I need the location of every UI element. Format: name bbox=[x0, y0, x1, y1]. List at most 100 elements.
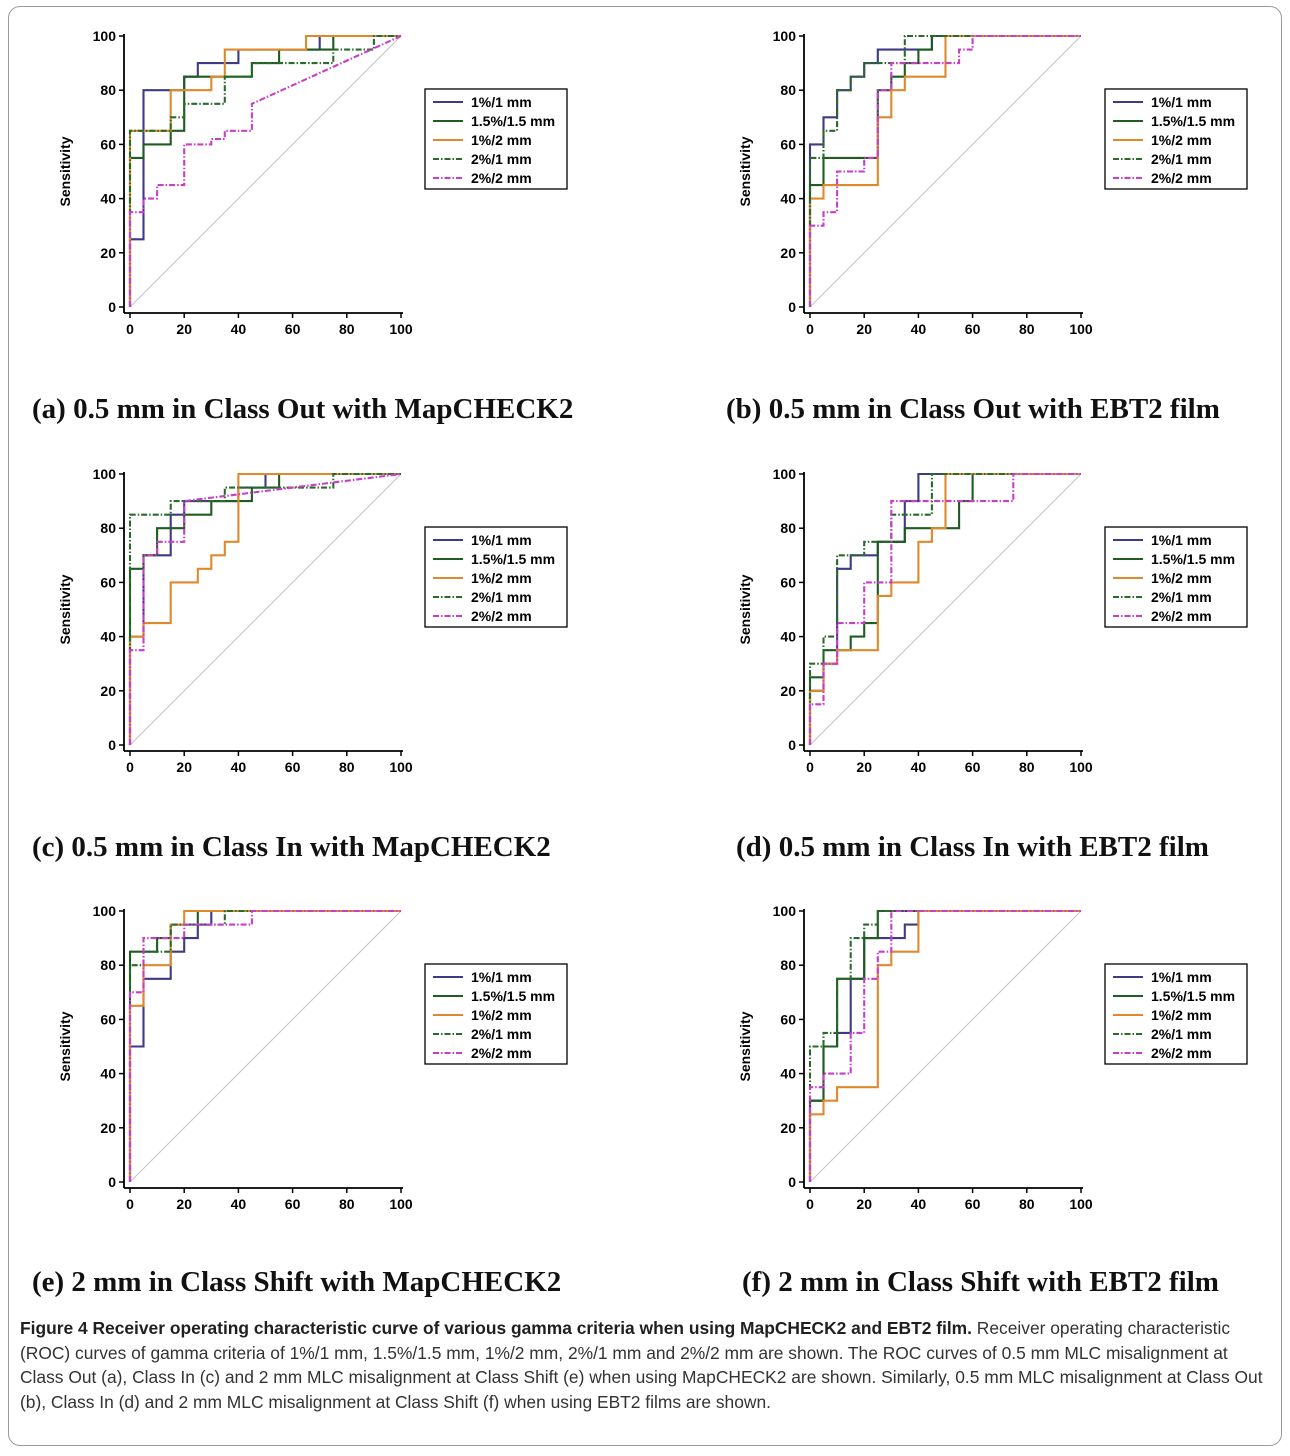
roc-series-line bbox=[808, 909, 1081, 1182]
roc-series-line bbox=[808, 34, 1081, 307]
x-tick-label: 80 bbox=[339, 759, 355, 775]
roc-series-line bbox=[128, 472, 402, 745]
roc-panel-e: 020406080100020406080100100-SpecificityS… bbox=[40, 887, 640, 1217]
x-tick-label: 40 bbox=[911, 1196, 927, 1212]
legend-label: 1%/1 mm bbox=[1151, 532, 1212, 548]
y-tick-label: 60 bbox=[100, 1011, 116, 1027]
panel-caption-f: (f) 2 mm in Class Shift with EBT2 film bbox=[742, 1266, 1219, 1298]
reference-diagonal-line bbox=[809, 35, 1082, 308]
y-tick-label: 0 bbox=[788, 1174, 796, 1190]
figure-caption-body: Receiver operating characteristic (ROC) … bbox=[20, 1318, 1263, 1412]
y-tick-label: 0 bbox=[108, 737, 116, 753]
y-tick-label: 20 bbox=[100, 683, 116, 699]
x-tick-label: 60 bbox=[285, 759, 301, 775]
x-tick-label: 100 bbox=[389, 759, 413, 775]
panel-caption-a: (a) 0.5 mm in Class Out with MapCHECK2 bbox=[32, 393, 574, 425]
legend-label: 2%/1 mm bbox=[1151, 1026, 1212, 1042]
x-tick-label: 60 bbox=[965, 759, 981, 775]
roc-panel-f: 020406080100020406080100100-SpecificityS… bbox=[720, 887, 1290, 1217]
y-tick-label: 100 bbox=[93, 903, 117, 919]
x-tick-label: 80 bbox=[1019, 321, 1035, 337]
y-tick-label: 60 bbox=[780, 1011, 796, 1027]
y-tick-label: 20 bbox=[100, 1120, 116, 1136]
legend-label: 1%/1 mm bbox=[471, 532, 532, 548]
legend-label: 1%/1 mm bbox=[471, 969, 532, 985]
x-tick-label: 0 bbox=[806, 759, 814, 775]
roc-series-line bbox=[808, 472, 1081, 745]
y-axis-label: Sensitivity bbox=[737, 136, 753, 206]
legend-label: 2%/2 mm bbox=[1151, 170, 1212, 186]
y-tick-label: 20 bbox=[780, 683, 796, 699]
roc-series-line bbox=[808, 909, 1081, 1182]
x-tick-label: 60 bbox=[965, 321, 981, 337]
roc-series-line bbox=[128, 35, 402, 307]
y-tick-label: 20 bbox=[780, 245, 796, 261]
x-tick-label: 20 bbox=[856, 1196, 872, 1212]
roc-series-line bbox=[808, 909, 1081, 1182]
y-tick-label: 100 bbox=[773, 466, 797, 482]
y-tick-label: 20 bbox=[780, 1120, 796, 1136]
x-tick-label: 40 bbox=[231, 1196, 247, 1212]
y-tick-label: 40 bbox=[100, 1066, 116, 1082]
y-tick-label: 100 bbox=[773, 903, 797, 919]
legend-label: 1.5%/1.5 mm bbox=[471, 551, 555, 567]
y-axis-label: Sensitivity bbox=[57, 574, 73, 644]
roc-series-line bbox=[808, 909, 1081, 1182]
legend-label: 1.5%/1.5 mm bbox=[1151, 551, 1235, 567]
legend-label: 1.5%/1.5 mm bbox=[471, 988, 555, 1004]
roc-panel-a: 020406080100020406080100100-SpecificityS… bbox=[40, 12, 640, 342]
x-tick-label: 100 bbox=[1069, 321, 1093, 337]
x-tick-label: 60 bbox=[285, 321, 301, 337]
legend-label: 1%/2 mm bbox=[471, 132, 532, 148]
y-tick-label: 40 bbox=[100, 629, 116, 645]
y-tick-label: 0 bbox=[108, 299, 116, 315]
x-tick-label: 80 bbox=[339, 321, 355, 337]
y-tick-label: 100 bbox=[93, 28, 117, 44]
y-tick-label: 80 bbox=[100, 82, 116, 98]
x-tick-label: 80 bbox=[339, 1196, 355, 1212]
figure-caption: Figure 4 Receiver operating characterist… bbox=[20, 1316, 1270, 1414]
figure-frame bbox=[8, 6, 1282, 1446]
legend-label: 1%/2 mm bbox=[471, 570, 532, 586]
y-tick-label: 60 bbox=[780, 136, 796, 152]
legend-label: 2%/1 mm bbox=[471, 589, 532, 605]
legend-label: 2%/2 mm bbox=[471, 1045, 532, 1061]
legend-label: 1%/2 mm bbox=[1151, 132, 1212, 148]
legend-label: 2%/1 mm bbox=[1151, 589, 1212, 605]
panel-caption-c: (c) 0.5 mm in Class In with MapCHECK2 bbox=[32, 831, 551, 863]
roc-series-line bbox=[128, 909, 401, 1182]
y-tick-label: 60 bbox=[780, 574, 796, 590]
y-tick-label: 80 bbox=[780, 520, 796, 536]
reference-diagonal-line bbox=[129, 910, 402, 1183]
y-tick-label: 100 bbox=[773, 28, 797, 44]
y-tick-label: 80 bbox=[100, 957, 116, 973]
x-tick-label: 0 bbox=[806, 1196, 814, 1212]
roc-series-line bbox=[128, 34, 401, 307]
y-tick-label: 0 bbox=[788, 737, 796, 753]
panel-caption-e: (e) 2 mm in Class Shift with MapCHECK2 bbox=[32, 1266, 562, 1298]
y-tick-label: 80 bbox=[100, 520, 116, 536]
legend-label: 1%/2 mm bbox=[471, 1007, 532, 1023]
legend-label: 2%/2 mm bbox=[1151, 608, 1212, 624]
x-tick-label: 20 bbox=[856, 321, 872, 337]
legend-label: 1%/2 mm bbox=[1151, 1007, 1212, 1023]
x-tick-label: 100 bbox=[1069, 759, 1093, 775]
x-tick-label: 60 bbox=[285, 1196, 301, 1212]
x-tick-label: 100 bbox=[1069, 1196, 1093, 1212]
x-tick-label: 40 bbox=[911, 321, 927, 337]
reference-diagonal-line bbox=[129, 35, 402, 308]
roc-series-line bbox=[808, 34, 1081, 307]
legend-label: 2%/1 mm bbox=[471, 1026, 532, 1042]
roc-chart-svg: 020406080100020406080100100-SpecificityS… bbox=[57, 466, 568, 775]
legend-label: 1%/1 mm bbox=[471, 94, 532, 110]
y-tick-label: 20 bbox=[100, 245, 116, 261]
roc-chart-svg: 020406080100020406080100100-SpecificityS… bbox=[57, 903, 568, 1212]
x-tick-label: 80 bbox=[1019, 1196, 1035, 1212]
x-tick-label: 20 bbox=[176, 1196, 192, 1212]
reference-diagonal-line bbox=[809, 473, 1082, 746]
y-tick-label: 80 bbox=[780, 957, 796, 973]
reference-diagonal-line bbox=[129, 473, 402, 746]
y-axis-label: Sensitivity bbox=[737, 574, 753, 644]
x-tick-label: 0 bbox=[126, 759, 134, 775]
x-tick-label: 20 bbox=[176, 759, 192, 775]
